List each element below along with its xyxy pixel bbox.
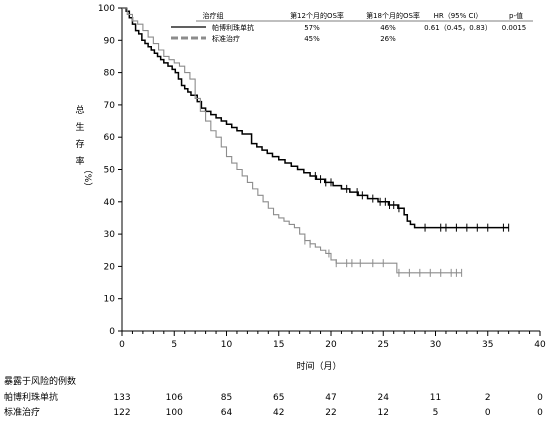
risk-count: 106 xyxy=(166,393,183,403)
risk-row-label: 标准治疗 xyxy=(4,406,40,418)
legend: 治疗组 第12个月的OS率 第18个月的OS率 HR（95% CI） p-值帕博利珠单抗… xyxy=(171,11,533,43)
y-axis-title-char: 总 xyxy=(75,104,84,116)
x-tick-label: 40 xyxy=(534,340,546,350)
risk-count: 47 xyxy=(325,393,336,403)
risk-count: 65 xyxy=(273,393,284,403)
x-tick-label: 15 xyxy=(273,340,284,350)
risk-count: 0 xyxy=(537,408,543,418)
x-tick-label: 10 xyxy=(221,340,233,350)
legend-row: 标准治疗 45% 26% xyxy=(171,34,396,43)
legend-os12: 57% xyxy=(304,24,320,32)
legend-label: 帕博利珠单抗 xyxy=(212,23,254,32)
legend-label: 标准治疗 xyxy=(212,34,240,43)
risk-count: 64 xyxy=(221,408,233,418)
y-tick-label: 20 xyxy=(104,262,116,272)
y-tick-label: 60 xyxy=(104,133,116,143)
legend-os18: 46% xyxy=(380,24,396,32)
risk-count: 133 xyxy=(113,393,130,403)
series-line xyxy=(122,7,462,274)
y-tick-label: 30 xyxy=(104,230,116,240)
y-tick-label: 100 xyxy=(98,4,115,14)
legend-hr: 0.61（0.45，0.83） xyxy=(424,24,492,32)
risk-row: 标准治疗 122 100 64 42 22 12 5 0 0 xyxy=(4,406,543,418)
x-tick-label: 30 xyxy=(430,340,442,350)
risk-count: 2 xyxy=(485,393,491,403)
risk-count: 0 xyxy=(485,408,491,418)
y-tick-label: 0 xyxy=(109,327,115,337)
series-line xyxy=(122,7,509,229)
legend-header: p-值 xyxy=(509,11,523,20)
risk-count: 11 xyxy=(430,393,441,403)
risk-count: 100 xyxy=(166,408,183,418)
y-tick-label: 80 xyxy=(104,69,116,79)
series-1 xyxy=(122,7,510,232)
legend-row: 帕博利珠单抗 57% 46% 0.61（0.45，0.83） 0.0015 xyxy=(171,23,526,32)
y-axis-title-char: 生 xyxy=(75,121,84,133)
y-axis-title-char: 存 xyxy=(75,138,84,150)
risk-table-title: 暴露于风险的例数 xyxy=(4,375,76,387)
risk-row: 帕博利珠单抗 133 106 85 65 47 24 11 2 0 xyxy=(4,391,543,403)
x-tick-label: 20 xyxy=(325,340,337,350)
risk-row-label: 帕博利珠单抗 xyxy=(4,391,58,403)
risk-count: 42 xyxy=(273,408,284,418)
y-tick-label: 40 xyxy=(104,198,116,208)
y-axis-title-char: 率 xyxy=(75,155,84,167)
risk-count: 0 xyxy=(537,393,543,403)
y-tick-label: 10 xyxy=(104,295,116,305)
y-tick-label: 90 xyxy=(104,36,116,46)
y-axis-title-unit: （%） xyxy=(82,165,93,192)
risk-count: 12 xyxy=(378,408,389,418)
risk-count: 85 xyxy=(221,393,232,403)
y-tick-label: 70 xyxy=(104,101,116,111)
legend-header: HR（95% CI） xyxy=(434,12,483,20)
legend-header: 治疗组 xyxy=(203,11,224,20)
x-tick-label: 35 xyxy=(482,340,493,350)
legend-header: 第12个月的OS率 xyxy=(290,11,344,20)
risk-count: 5 xyxy=(433,408,439,418)
axes: 0 10 20 30 40 50 60 70 80 90 100 0 5 10 15 20 25 30 35 40 时间… xyxy=(75,4,546,372)
x-axis-title: 时间（月） xyxy=(296,360,341,372)
series-2 xyxy=(122,7,463,277)
y-tick-label: 50 xyxy=(104,166,116,176)
legend-p: 0.0015 xyxy=(502,24,527,32)
risk-count: 22 xyxy=(325,408,336,418)
x-tick-label: 5 xyxy=(171,340,177,350)
x-tick-label: 0 xyxy=(119,340,125,350)
risk-count: 24 xyxy=(378,393,390,403)
risk-count: 122 xyxy=(113,408,130,418)
survival-curves xyxy=(122,7,510,277)
legend-header: 第18个月的OS率 xyxy=(366,11,420,20)
legend-os18: 26% xyxy=(380,35,396,43)
x-tick-label: 25 xyxy=(378,340,389,350)
legend-os12: 45% xyxy=(304,35,320,43)
